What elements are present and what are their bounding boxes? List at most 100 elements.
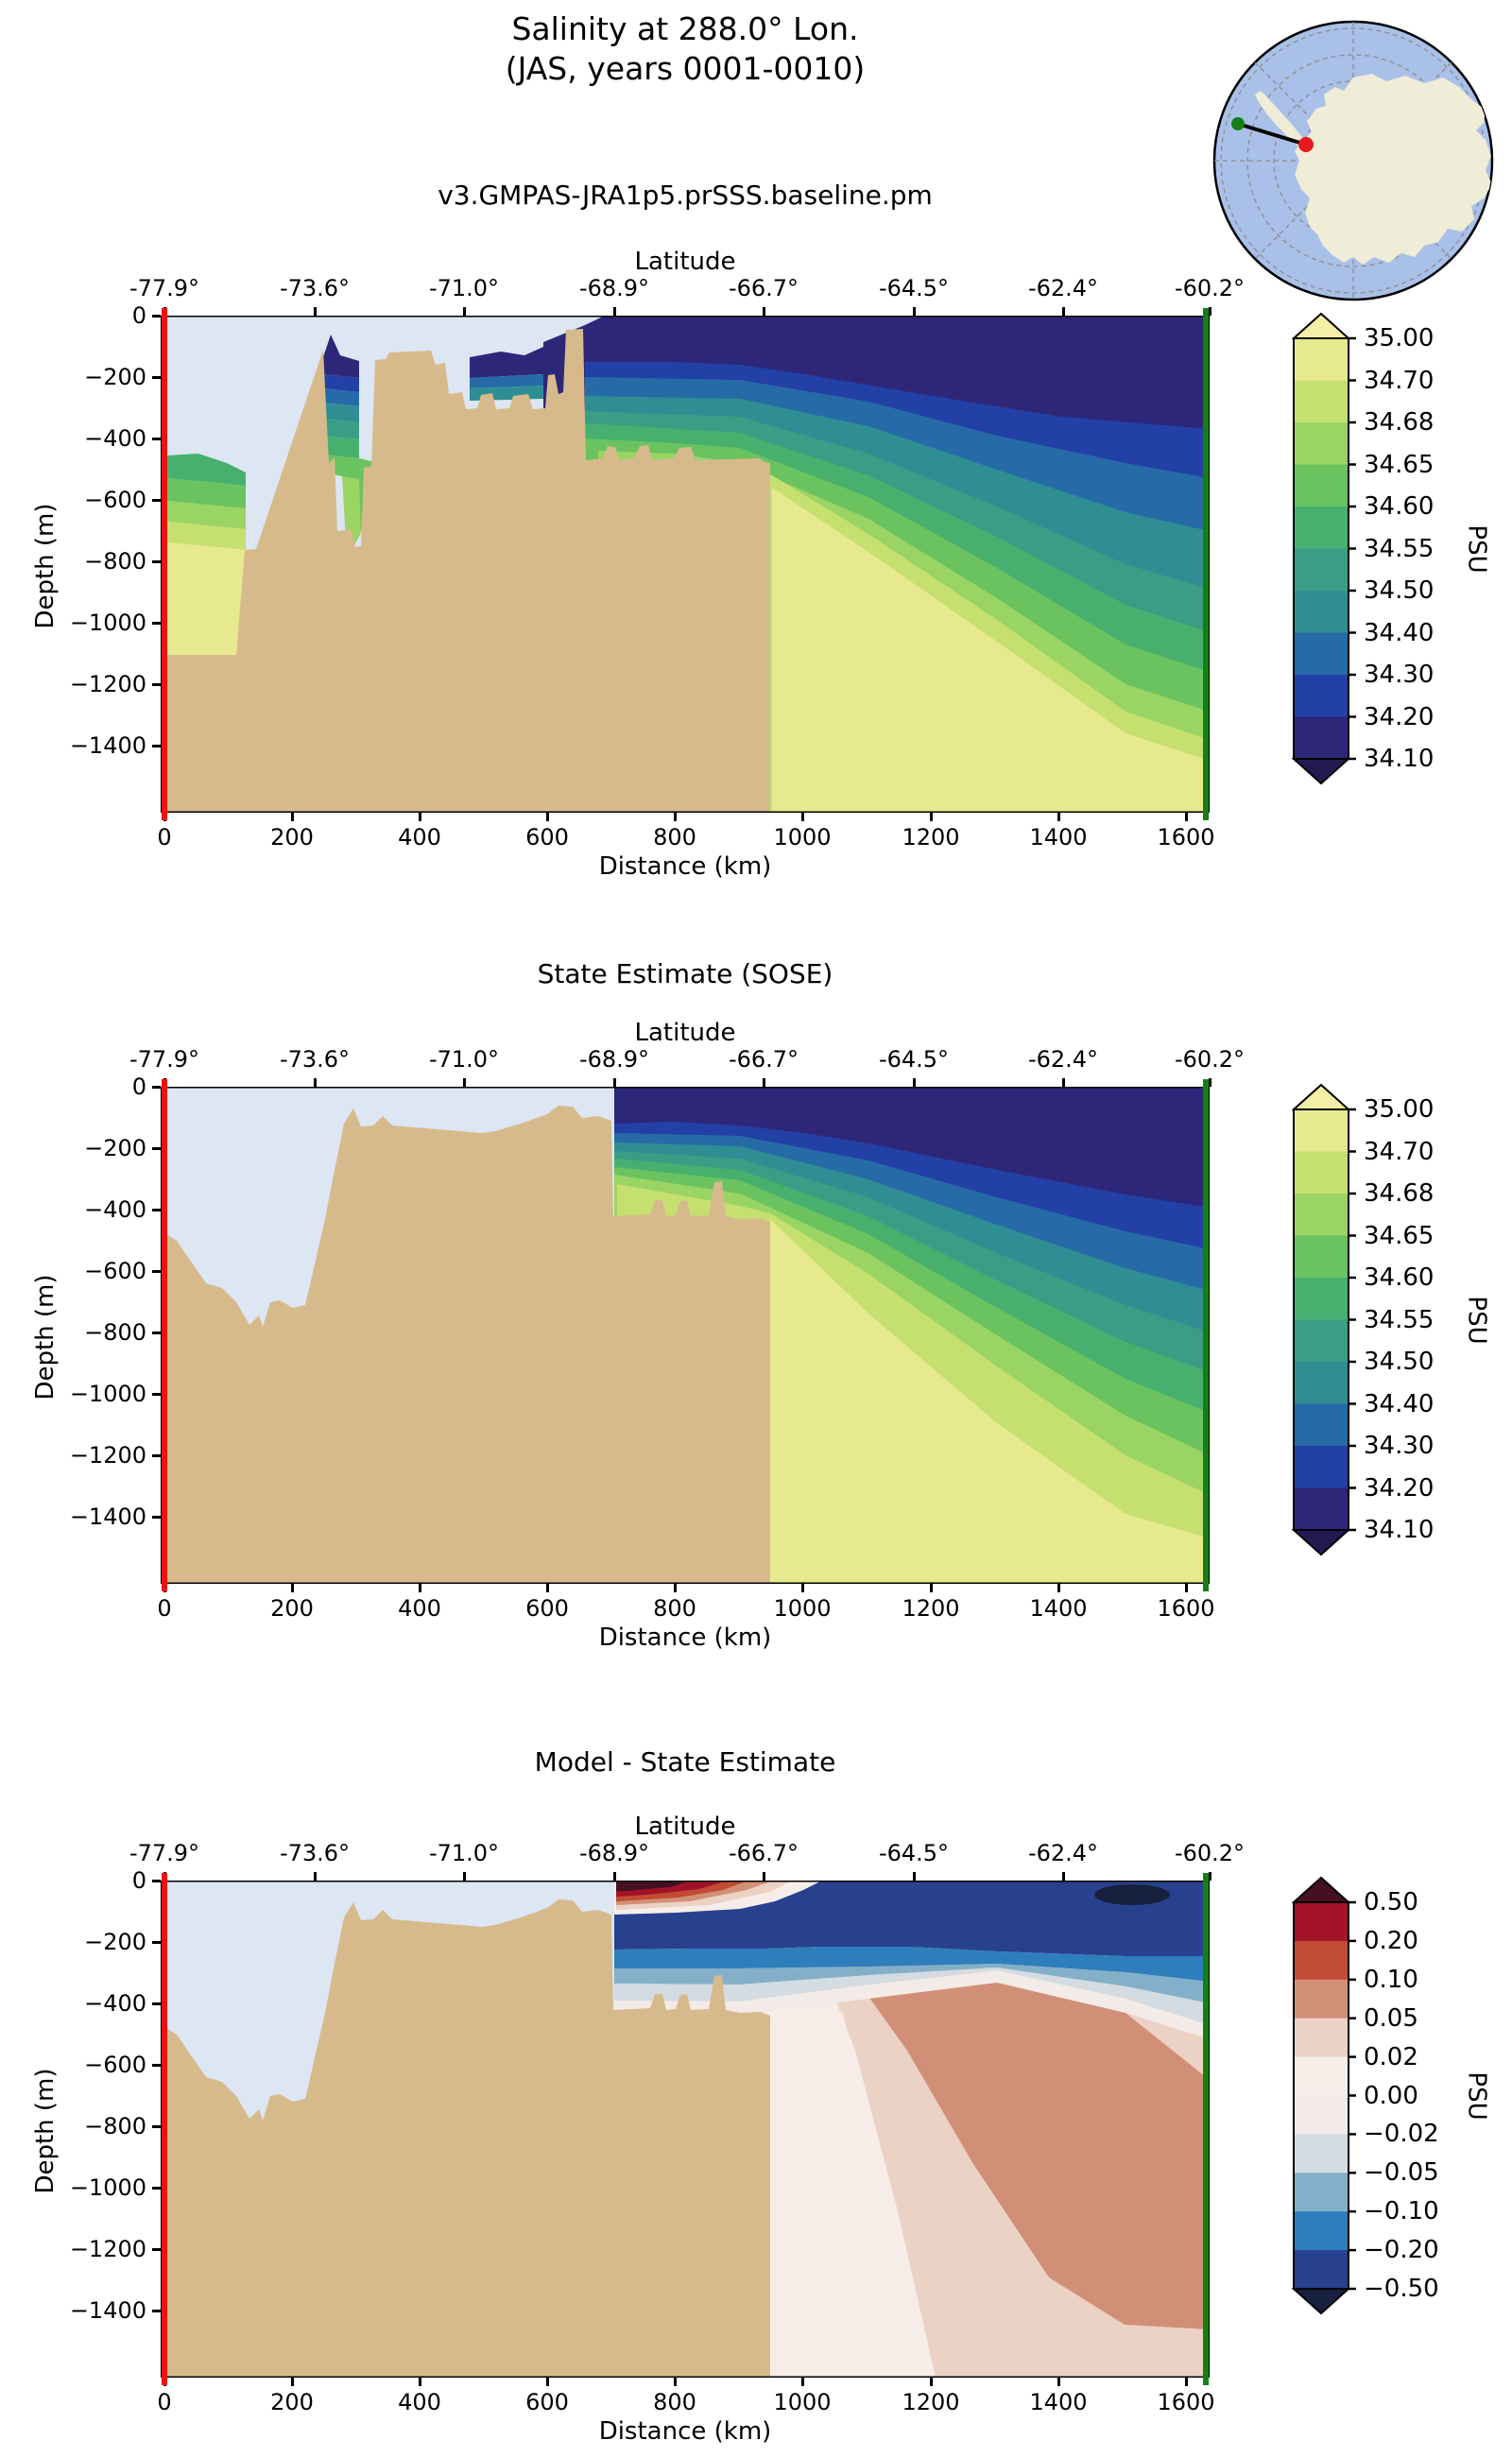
panel2-lat-tick <box>613 1078 616 1087</box>
panel1-depth-tick <box>152 315 161 318</box>
panel3-colorbar-tick-label: −0.05 <box>1364 2158 1439 2188</box>
panel3-dist-tick-label: 400 <box>398 2389 441 2415</box>
panel2-depth-tick-label: −800 <box>84 1319 146 1346</box>
panel3-depth-tick <box>152 2064 161 2067</box>
panel1-dist-tick-label: 1400 <box>1029 824 1088 850</box>
panel3-lat-tick <box>913 1872 916 1881</box>
panel3-depth-tick-label: −1200 <box>69 2236 146 2262</box>
panel1-lat-tick <box>763 307 765 316</box>
panel2-dist-tick <box>674 1584 677 1592</box>
panel1-depth-tick-label: −600 <box>84 487 146 513</box>
panel2-depth-tick <box>152 1393 161 1396</box>
panel1-transect-end-line <box>1203 308 1209 820</box>
panel2-depth-tick-label: −1200 <box>69 1442 146 1469</box>
panel3-colorbar-tick-label: −0.20 <box>1364 2236 1439 2265</box>
panel1-colorbar-unit-label: PSU <box>1462 524 1491 574</box>
panel2-dist-tick <box>1185 1584 1188 1592</box>
panel1-title: v3.GMPAS-JRA1p5.prSSS.baseline.pm <box>438 180 933 211</box>
panel2-lat-tick-label: -64.5° <box>878 1046 950 1073</box>
panel3-lat-tick-label: -77.9° <box>129 1840 200 1866</box>
panel2-dist-tick-label: 800 <box>653 1595 696 1622</box>
panel3-lat-tick-label: -60.2° <box>1174 1840 1246 1866</box>
panel2-dist-tick-label: 200 <box>270 1595 314 1622</box>
panel1-lat-tick-label: -77.9° <box>129 275 200 301</box>
panel1-dist-tick-label: 400 <box>398 824 441 850</box>
panel3-lat-tick-label: -73.6° <box>279 1840 351 1866</box>
panel2-dist-tick-label: 1600 <box>1157 1595 1215 1622</box>
panel3-colorbar-tick-label: −0.10 <box>1364 2197 1439 2226</box>
panel2-lat-tick <box>763 1078 765 1087</box>
panel1-dist-tick <box>546 813 549 821</box>
map-transect-line <box>1237 122 1307 146</box>
panel2-dist-tick <box>419 1584 421 1592</box>
panel1-transect-start-line <box>162 308 167 820</box>
panel3-plot <box>161 1881 1210 2378</box>
panel1-lat-tick <box>913 307 916 316</box>
panel3-transect-start-line <box>162 1873 167 2385</box>
panel1-lat-tick <box>1062 307 1065 316</box>
panel3-colorbar-tick-label: 0.10 <box>1364 1965 1418 1994</box>
panel2-colorbar-tick-label: 34.60 <box>1364 1263 1435 1292</box>
panel3-lat-tick <box>1062 1872 1065 1881</box>
panel1-depth-tick-label: −1200 <box>69 671 146 697</box>
panel1-lat-tick-label: -68.9° <box>578 275 650 301</box>
panel2-depth-tick <box>152 1270 161 1273</box>
panel3-colorbar-tick-label: −0.50 <box>1364 2275 1439 2303</box>
panel2-depth-tick <box>152 1332 161 1334</box>
panel1-dist-tick <box>930 813 933 821</box>
panel1-lat-tick-label: -60.2° <box>1174 275 1246 301</box>
panel2-lat-tick <box>913 1078 916 1087</box>
panel3-lat-tick <box>613 1872 616 1881</box>
panel3-dist-tick-label: 1400 <box>1029 2389 1088 2415</box>
panel1-colorbar-tick-label: 34.65 <box>1364 450 1435 479</box>
panel3-depth-tick <box>152 2310 161 2312</box>
panel3-title: Model - State Estimate <box>534 1746 836 1778</box>
panel1-colorbar-tick-label: 34.30 <box>1364 661 1435 689</box>
panel3-dist-tick-label: 1600 <box>1157 2389 1215 2415</box>
inset-map <box>1211 19 1495 302</box>
panel1-dist-tick <box>419 813 421 821</box>
panel2-dist-tick-label: 1200 <box>902 1595 960 1622</box>
panel1-depth-tick <box>152 745 161 747</box>
panel2-dist-tick-label: 0 <box>157 1595 172 1622</box>
panel1-dist-tick <box>291 813 294 821</box>
panel3-depth-tick-label: 0 <box>131 1867 146 1894</box>
panel3-dist-tick <box>930 2378 933 2386</box>
panel1-depth-tick-label: −1400 <box>69 732 146 759</box>
panel3-colorbar-unit-label: PSU <box>1462 2070 1491 2121</box>
panel3-latitude-axis-label: Latitude <box>634 1813 736 1841</box>
panel1-dist-tick-label: 1600 <box>1157 824 1215 850</box>
panel3-dist-tick-label: 1200 <box>902 2389 960 2415</box>
panel1-colorbar-tick-label: 34.10 <box>1364 745 1435 773</box>
panel1-depth-tick-label: 0 <box>131 302 146 329</box>
panel3-dist-tick <box>801 2378 804 2386</box>
panel1-depth-tick <box>152 499 161 502</box>
panel1-colorbar-tick-label: 35.00 <box>1364 324 1435 352</box>
panel3-depth-tick <box>152 2187 161 2190</box>
panel1-colorbar-tick-label: 34.60 <box>1364 492 1435 521</box>
panel3-colorbar <box>1292 1876 1384 2319</box>
panel1-lat-tick-label: -64.5° <box>878 275 950 301</box>
panel2-depth-tick <box>152 1147 161 1150</box>
panel1-depth-tick <box>152 438 161 440</box>
panel3-depth-tick <box>152 2248 161 2251</box>
panel1-dist-tick-label: 0 <box>157 824 172 850</box>
panel3-depth-tick <box>152 1941 161 1944</box>
panel2-depth-tick <box>152 1209 161 1211</box>
panel1-lat-tick-label: -73.6° <box>279 275 351 301</box>
panel2-lat-tick-label: -60.2° <box>1174 1046 1246 1073</box>
panel2-lat-tick-label: -71.0° <box>428 1046 500 1073</box>
panel2-colorbar-tick-label: 34.70 <box>1364 1137 1435 1166</box>
panel2-distance-axis-label: Distance (km) <box>598 1624 772 1652</box>
panel1-colorbar-tick-label: 34.50 <box>1364 576 1435 605</box>
panel1-dist-tick-label: 200 <box>270 824 314 850</box>
panel3-dist-tick <box>1057 2378 1060 2386</box>
panel2-depth-tick-label: −1400 <box>69 1503 146 1530</box>
panel2-latitude-axis-label: Latitude <box>634 1019 736 1047</box>
figure-title-line2: (JAS, years 0001-0010) <box>505 50 866 87</box>
panel3-lat-tick-label: -66.7° <box>728 1840 799 1866</box>
panel1-lat-tick-label: -62.4° <box>1027 275 1099 301</box>
panel2-colorbar-tick-label: 34.30 <box>1364 1432 1435 1460</box>
panel3-colorbar-tick-label: 0.20 <box>1364 1926 1418 1955</box>
